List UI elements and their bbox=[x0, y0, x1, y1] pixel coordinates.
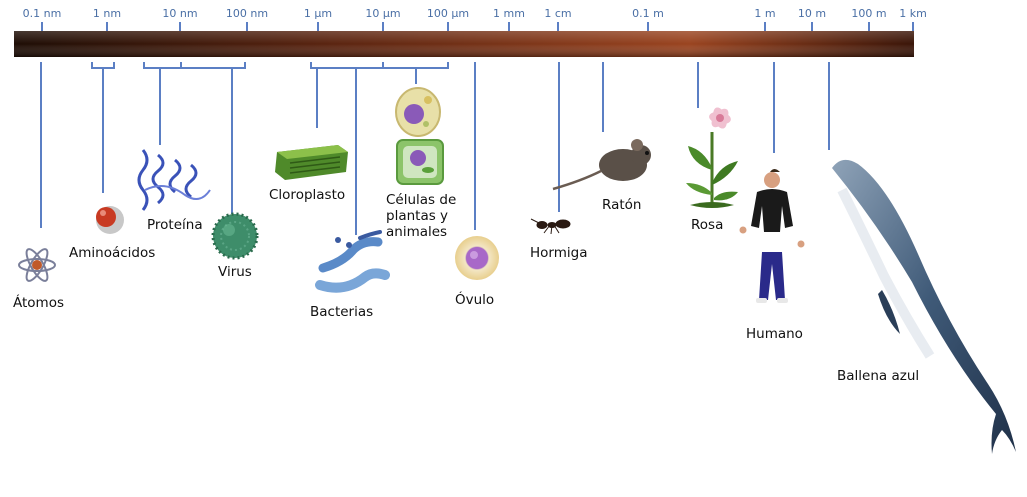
plant-cell-illustration bbox=[396, 139, 444, 185]
tick-label-1nm: 1 nm bbox=[93, 7, 121, 20]
label-virus: Virus bbox=[218, 264, 252, 280]
tick-label-0-1nm: 0.1 nm bbox=[23, 7, 62, 20]
label-atomos: Átomos bbox=[13, 294, 64, 311]
label-cloroplasto: Cloroplasto bbox=[269, 187, 345, 203]
label-celulas-line2: plantas y bbox=[386, 208, 448, 224]
tick-label-1cm: 1 cm bbox=[544, 7, 571, 20]
tick-label-0-1m: 0.1 m bbox=[632, 7, 664, 20]
virus-illustration bbox=[211, 212, 259, 260]
atom-illustration bbox=[18, 248, 56, 282]
tick-label-10um: 10 µm bbox=[365, 7, 400, 20]
amino-acid-illustration bbox=[96, 206, 124, 234]
tick-label-10nm: 10 nm bbox=[162, 7, 197, 20]
label-hormiga: Hormiga bbox=[530, 245, 587, 261]
label-aminoacidos: Aminoácidos bbox=[69, 245, 155, 261]
human-illustration bbox=[739, 169, 805, 303]
rose-illustration bbox=[686, 107, 738, 208]
label-ovulo: Óvulo bbox=[455, 290, 494, 308]
animal-cell-illustration bbox=[395, 87, 441, 137]
ant-illustration bbox=[530, 218, 571, 235]
tick-label-1um: 1 µm bbox=[304, 7, 332, 20]
label-rosa: Rosa bbox=[691, 217, 723, 233]
label-celulas-line3: animales bbox=[386, 224, 447, 240]
tick-label-10m: 10 m bbox=[798, 7, 826, 20]
protein-illustration bbox=[137, 149, 211, 211]
ovum-illustration bbox=[455, 236, 499, 280]
tick-label-1mm: 1 mm bbox=[493, 7, 525, 20]
tick-label-1km: 1 km bbox=[899, 7, 927, 20]
mouse-illustration bbox=[552, 139, 651, 191]
label-humano: Humano bbox=[746, 326, 803, 342]
chloroplast-illustration bbox=[275, 145, 348, 180]
label-ballena-azul: Ballena azul bbox=[837, 368, 919, 384]
tick-label-100nm: 100 nm bbox=[226, 7, 268, 20]
tick-label-100um: 100 µm bbox=[427, 7, 469, 20]
label-raton: Ratón bbox=[602, 197, 641, 213]
scale-bar bbox=[14, 31, 914, 57]
scale-ticks: 0.1 nm 1 nm 10 nm 100 nm 1 µm 10 µm 100 … bbox=[23, 7, 927, 31]
label-bacterias: Bacterias bbox=[310, 304, 373, 320]
label-celulas-line1: Células de bbox=[386, 192, 456, 208]
bacteria-illustration bbox=[315, 230, 390, 293]
tick-label-1m: 1 m bbox=[754, 7, 775, 20]
blue-whale-illustration bbox=[832, 159, 1016, 455]
label-proteina: Proteína bbox=[147, 217, 203, 233]
tick-label-100m: 100 m bbox=[851, 7, 886, 20]
